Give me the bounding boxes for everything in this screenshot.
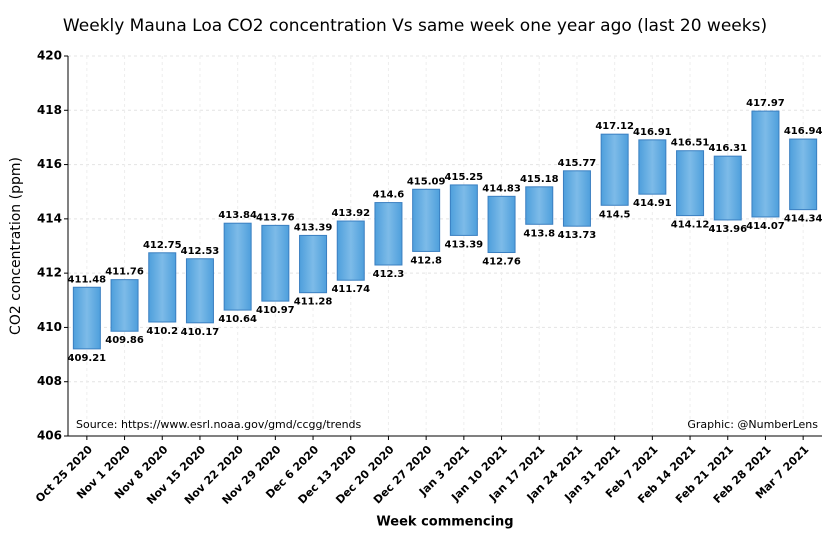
range-bar xyxy=(751,110,780,218)
low-label: 409.86 xyxy=(105,335,144,346)
high-label: 412.53 xyxy=(181,246,220,257)
high-label: 413.92 xyxy=(331,208,370,219)
range-bar xyxy=(110,279,139,332)
credit-note: Graphic: @NumberLens xyxy=(687,418,818,431)
source-note: Source: https://www.esrl.noaa.gov/gmd/cc… xyxy=(76,418,362,431)
low-label: 414.91 xyxy=(633,198,672,209)
low-label: 414.34 xyxy=(784,214,823,225)
low-label: 410.64 xyxy=(218,314,257,325)
high-label: 415.18 xyxy=(520,174,559,185)
low-label: 413.8 xyxy=(523,228,555,239)
range-bar xyxy=(487,195,516,254)
high-label: 411.76 xyxy=(105,267,144,278)
low-label: 414.12 xyxy=(671,220,710,231)
y-tick-label: 412 xyxy=(37,266,62,280)
low-label: 411.28 xyxy=(294,297,333,308)
y-tick-label: 416 xyxy=(37,157,62,171)
high-label: 414.83 xyxy=(482,183,521,194)
range-bar xyxy=(299,234,328,294)
high-label: 416.91 xyxy=(633,127,672,138)
y-tick-label: 420 xyxy=(37,49,62,63)
x-axis-title: Week commencing xyxy=(376,515,513,530)
y-tick-label: 406 xyxy=(37,429,62,443)
range-bar xyxy=(374,202,403,266)
range-bar xyxy=(148,252,177,323)
high-label: 416.94 xyxy=(784,126,823,137)
low-label: 411.74 xyxy=(331,284,370,295)
high-label: 416.51 xyxy=(671,138,710,149)
high-label: 415.77 xyxy=(558,158,597,169)
low-label: 412.8 xyxy=(410,255,442,266)
range-bar xyxy=(562,170,591,227)
y-tick-label: 410 xyxy=(37,320,62,334)
high-label: 413.84 xyxy=(218,210,257,221)
low-label: 410.2 xyxy=(146,326,178,337)
high-label: 417.12 xyxy=(595,121,634,132)
y-tick-label: 414 xyxy=(37,211,62,225)
range-bar xyxy=(412,188,441,252)
high-label: 415.09 xyxy=(407,176,446,187)
high-label: 415.25 xyxy=(445,172,484,183)
range-bar xyxy=(525,186,554,225)
range-bar xyxy=(336,220,365,281)
low-label: 413.96 xyxy=(708,224,747,235)
low-label: 414.5 xyxy=(599,209,631,220)
low-label: 413.73 xyxy=(558,230,597,241)
y-axis-title: CO2 concentration (ppm) xyxy=(8,157,24,335)
range-bar xyxy=(789,138,818,211)
low-label: 414.07 xyxy=(746,221,785,232)
low-label: 409.21 xyxy=(68,353,107,364)
chart-title: Weekly Mauna Loa CO2 concentration Vs sa… xyxy=(63,16,767,36)
y-tick-label: 408 xyxy=(37,374,62,388)
low-label: 413.39 xyxy=(445,239,484,250)
high-label: 416.31 xyxy=(708,143,747,154)
low-label: 412.76 xyxy=(482,257,521,268)
high-label: 411.48 xyxy=(68,274,107,285)
range-bar xyxy=(261,224,290,302)
range-bar xyxy=(676,150,705,217)
range-bar xyxy=(449,184,478,236)
high-label: 413.76 xyxy=(256,212,295,223)
low-label: 410.17 xyxy=(181,327,220,338)
y-tick-label: 418 xyxy=(37,103,62,117)
high-label: 414.6 xyxy=(373,190,405,201)
low-label: 412.3 xyxy=(373,269,405,280)
range-bar xyxy=(223,222,252,311)
range-bar xyxy=(600,133,629,206)
high-label: 413.39 xyxy=(294,222,333,233)
range-bar xyxy=(185,258,214,324)
high-label: 412.75 xyxy=(143,240,182,251)
high-label: 417.97 xyxy=(746,98,785,109)
range-bar xyxy=(72,286,101,350)
range-bar xyxy=(713,155,742,221)
low-label: 410.97 xyxy=(256,305,295,316)
range-bar xyxy=(638,139,667,195)
